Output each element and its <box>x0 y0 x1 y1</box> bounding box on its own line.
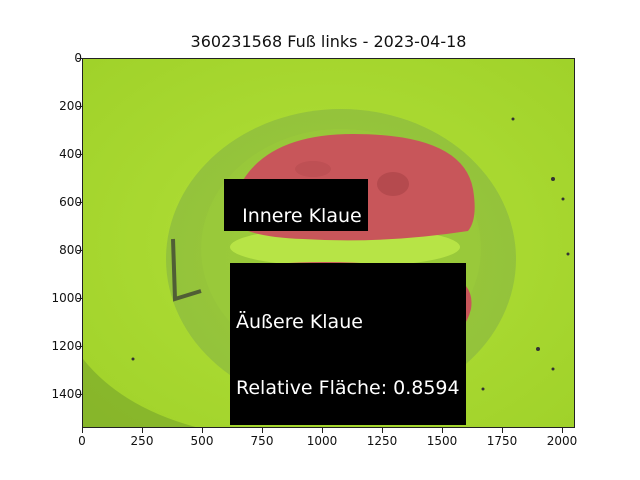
inner-claw-label-text: Innere Klaue <box>242 205 362 227</box>
x-tick: 2000 <box>546 434 578 448</box>
relative-area-text: Relative Fläche: 0.8594 <box>236 377 460 399</box>
x-tick-mark <box>142 428 143 433</box>
x-tick-mark <box>382 428 383 433</box>
y-tick: 1400 <box>51 387 82 401</box>
outer-claw-label: Äußere Klaue Relative Fläche: 0.8594 <box>230 263 466 425</box>
inner-claw-label: Innere Klaue <box>224 179 368 231</box>
x-tick: 1250 <box>366 434 398 448</box>
y-tick-mark <box>77 250 82 251</box>
x-tick: 750 <box>250 434 274 448</box>
plot-title: 360231568 Fuß links - 2023-04-18 <box>190 32 467 51</box>
y-tick: 1000 <box>51 291 82 305</box>
y-tick: 1200 <box>51 339 82 353</box>
y-tick-mark <box>77 202 82 203</box>
x-tick: 1500 <box>426 434 458 448</box>
y-tick-mark <box>77 154 82 155</box>
x-tick-mark <box>562 428 563 433</box>
x-tick: 1750 <box>486 434 518 448</box>
x-tick-mark <box>262 428 263 433</box>
x-tick-mark <box>442 428 443 433</box>
y-tick-mark <box>77 106 82 107</box>
x-tick-mark <box>202 428 203 433</box>
y-tick: 200 <box>59 99 82 113</box>
x-tick-mark <box>82 428 83 433</box>
y-tick-mark <box>77 394 82 395</box>
y-tick: 600 <box>59 195 82 209</box>
x-tick-mark <box>502 428 503 433</box>
y-tick: 800 <box>59 243 82 257</box>
x-tick: 500 <box>190 434 214 448</box>
y-tick-mark <box>77 346 82 347</box>
x-tick-mark <box>322 428 323 433</box>
x-tick: 250 <box>130 434 154 448</box>
x-tick: 1000 <box>306 434 338 448</box>
outer-claw-label-title: Äußere Klaue <box>236 311 363 333</box>
y-tick: 400 <box>59 147 82 161</box>
y-tick-mark <box>77 298 82 299</box>
y-tick-mark <box>77 58 82 59</box>
x-tick: 0 <box>78 434 86 448</box>
